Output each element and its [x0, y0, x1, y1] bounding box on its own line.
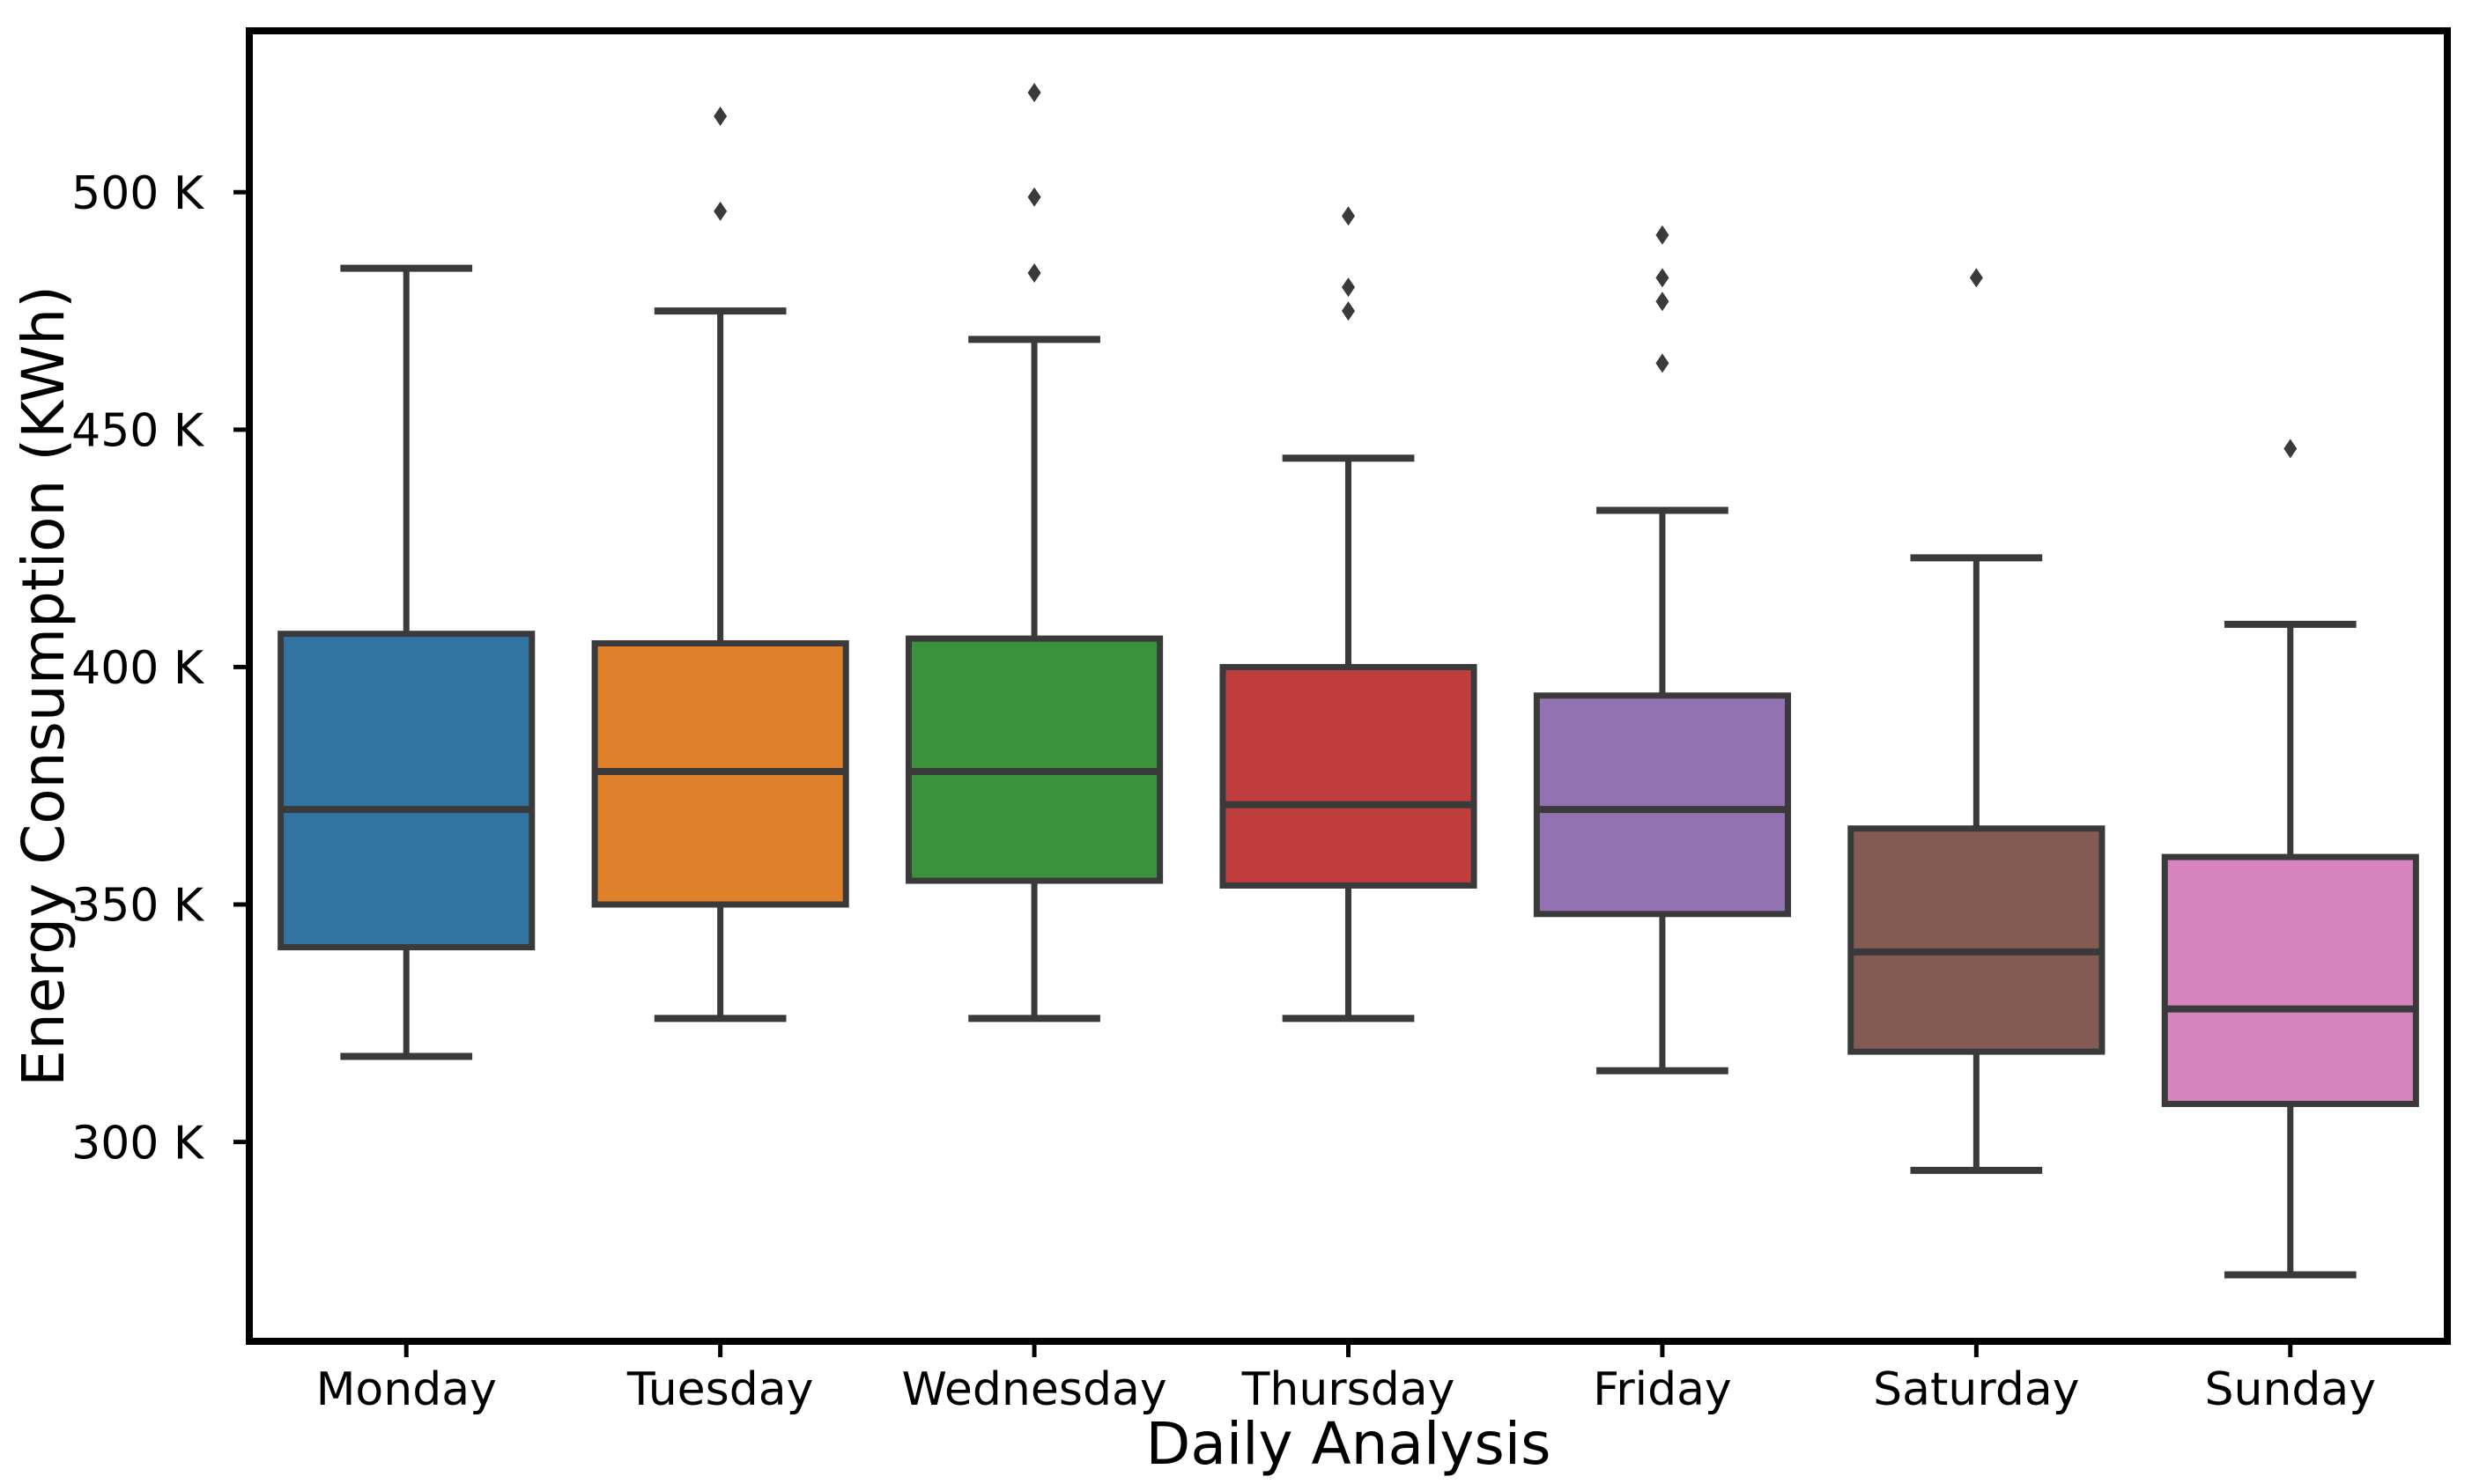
box-thursday	[1219, 663, 1477, 889]
outlier-thursday	[1342, 277, 1355, 298]
y-tick-label: 500 K	[71, 167, 205, 220]
x-tick-label-monday: Monday	[316, 1363, 497, 1416]
x-tick-label-sunday: Sunday	[2204, 1363, 2376, 1416]
outlier-tuesday	[714, 107, 728, 127]
y-tick-label: 450 K	[71, 405, 205, 458]
box-monday	[278, 631, 536, 951]
outlier-sunday	[2283, 439, 2298, 459]
box-friday	[1533, 692, 1792, 918]
outlier-friday	[1655, 353, 1669, 373]
outlier-wednesday	[1027, 83, 1041, 103]
y-axis-label: Energy Consumption (KWh)	[10, 285, 78, 1087]
box-saturday	[1847, 825, 2106, 1055]
x-tick-label-tuesday: Tuesday	[626, 1363, 814, 1416]
outlier-thursday	[1342, 206, 1355, 226]
outlier-thursday	[1342, 301, 1355, 321]
x-tick-label-thursday: Thursday	[1241, 1363, 1455, 1416]
y-tick-label: 350 K	[71, 880, 205, 933]
outlier-friday	[1655, 225, 1669, 245]
box-sunday	[2161, 853, 2419, 1107]
box-wednesday	[906, 635, 1164, 884]
outlier-saturday	[1969, 268, 1983, 288]
x-tick-label-friday: Friday	[1593, 1363, 1732, 1416]
y-tick-label: 300 K	[71, 1117, 205, 1170]
outlier-wednesday	[1027, 187, 1041, 207]
plot-area: 500 K 450 K 400 K 350 K 300 K Monday Tuesday We…	[71, 27, 2451, 1416]
outlier-tuesday	[714, 201, 728, 221]
outlier-friday	[1655, 268, 1669, 288]
x-tick-label-saturday: Saturday	[1873, 1363, 2079, 1416]
y-tick-label: 400 K	[71, 642, 205, 695]
plot-border	[246, 27, 2451, 1345]
x-axis-label: Daily Analysis	[1146, 1410, 1551, 1478]
outlier-friday	[1655, 292, 1669, 312]
x-tick-label-wednesday: Wednesday	[902, 1363, 1167, 1416]
outlier-wednesday	[1027, 262, 1041, 283]
